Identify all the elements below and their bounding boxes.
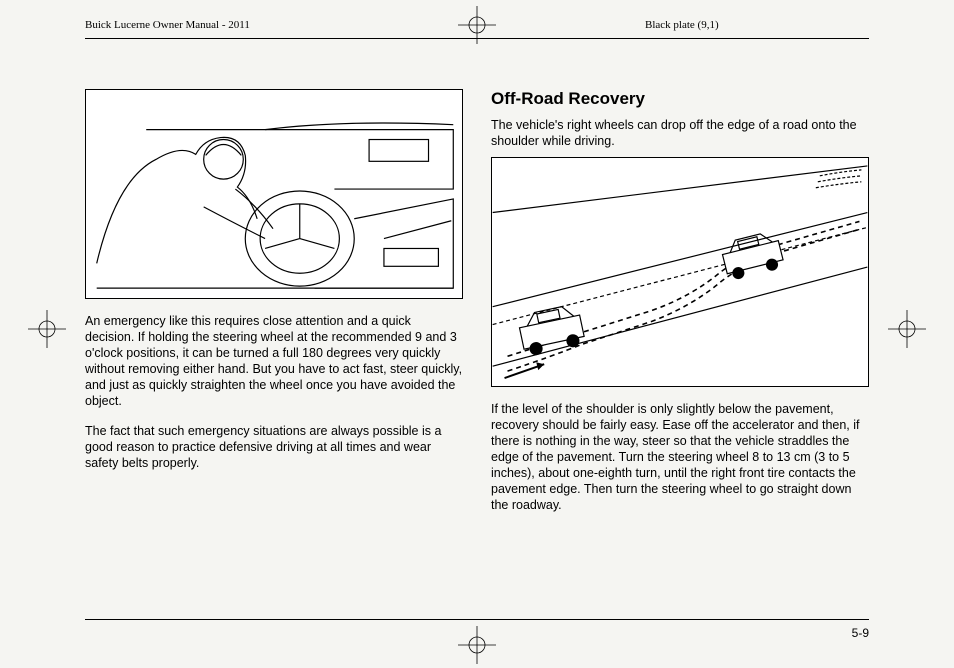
header-left-text: Buick Lucerne Owner Manual - 2011 [85, 19, 250, 31]
offroad-recovery-illustration [491, 157, 869, 387]
right-intro: The vehicle's right wheels can drop off … [491, 117, 869, 149]
left-para-2: The fact that such emergency situations … [85, 423, 463, 471]
registration-mark-bottom-icon [458, 626, 496, 664]
footer-rule [85, 619, 869, 620]
right-para-1: If the level of the shoulder is only sli… [491, 401, 869, 513]
content-columns: An emergency like this requires close at… [85, 39, 869, 513]
section-heading: Off-Road Recovery [491, 89, 869, 109]
driver-steering-illustration [85, 89, 463, 299]
page-header: Buick Lucerne Owner Manual - 2011 Black … [85, 14, 869, 36]
page-number: 5-9 [852, 626, 869, 640]
right-column: Off-Road Recovery The vehicle's right wh… [491, 89, 869, 513]
header-right-text: Black plate (9,1) [645, 19, 719, 31]
left-column: An emergency like this requires close at… [85, 89, 463, 513]
registration-mark-left-icon [28, 310, 66, 348]
registration-mark-right-icon [888, 310, 926, 348]
registration-mark-top-icon [458, 6, 496, 44]
left-para-1: An emergency like this requires close at… [85, 313, 463, 409]
